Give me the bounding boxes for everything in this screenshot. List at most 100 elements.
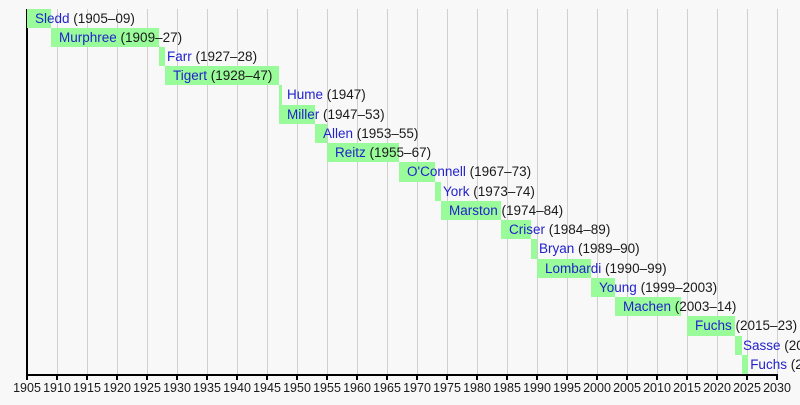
gridline-1915 <box>87 8 88 374</box>
person-link[interactable]: Allen <box>323 125 354 141</box>
y-axis-line <box>26 8 28 374</box>
axis-tick-label: 1920 <box>103 380 131 395</box>
person-link[interactable]: Reitz <box>335 145 366 161</box>
timeline-bar <box>159 46 165 67</box>
gridline-1925 <box>147 8 148 374</box>
gridline-1975 <box>447 8 448 374</box>
axis-tick-label: 1960 <box>343 380 371 395</box>
gridline-1945 <box>267 8 268 374</box>
gridline-1990 <box>537 8 538 374</box>
tenure-years: (1974–84) <box>501 202 564 218</box>
timeline-row-label: Fuchs (2024–25) <box>750 355 800 374</box>
axis-tick-1915 <box>86 374 88 380</box>
person-link[interactable]: Murphree <box>59 29 117 45</box>
timeline-bar <box>591 277 615 298</box>
axis-tick-label: 1970 <box>403 380 431 395</box>
axis-tick-1975 <box>446 374 448 380</box>
tenure-years: (1928–47) <box>210 68 273 84</box>
tenure-years: (1967–73) <box>469 164 532 180</box>
axis-tick-label: 1950 <box>283 380 311 395</box>
person-link[interactable]: Lombardi <box>545 260 602 276</box>
person-link[interactable]: Machen <box>623 299 672 315</box>
person-link[interactable]: Sledd <box>35 10 70 26</box>
axis-tick-label: 1975 <box>433 380 461 395</box>
axis-tick-label: 1955 <box>313 380 341 395</box>
timeline-row-label: Sasse (2023–24) <box>743 336 800 355</box>
person-link[interactable]: Marston <box>449 202 498 218</box>
gridline-2025 <box>747 8 748 374</box>
timeline-row-label: Miller (1947–53) <box>287 105 385 124</box>
timeline-bar <box>279 85 282 105</box>
axis-tick-label: 1915 <box>73 380 101 395</box>
person-link[interactable]: Bryan <box>539 241 575 257</box>
timeline-row-label: O'Connell (1967–73) <box>407 162 531 181</box>
timeline-bar <box>537 258 591 278</box>
axis-tick-1910 <box>56 374 58 380</box>
axis-tick-1990 <box>536 374 538 380</box>
tenure-years: (1984–89) <box>548 222 611 238</box>
axis-tick-label: 1985 <box>493 380 521 395</box>
axis-tick-1905 <box>26 374 28 380</box>
timeline-row-label: Tigert (1928–47) <box>173 66 272 85</box>
person-link[interactable]: Fuchs <box>750 356 787 372</box>
tenure-years: (1989–90) <box>578 241 640 257</box>
timeline-row-label: Bryan (1989–90) <box>539 239 640 258</box>
axis-tick-2030 <box>776 374 778 380</box>
person-link[interactable]: O'Connell <box>407 164 466 180</box>
tenure-years: (1955–67) <box>369 145 432 161</box>
axis-tick-1980 <box>476 374 478 380</box>
axis-tick-1985 <box>506 374 508 380</box>
timeline-row-label: Sledd (1905–09) <box>35 9 135 28</box>
axis-tick-1925 <box>146 374 148 380</box>
x-axis-line <box>26 374 778 376</box>
axis-tick-label: 2020 <box>703 380 731 395</box>
axis-tick-label: 2030 <box>763 380 791 395</box>
axis-tick-label: 2010 <box>643 380 671 395</box>
gridline-1965 <box>387 8 388 374</box>
axis-tick-1935 <box>206 374 208 380</box>
gridline-1940 <box>237 8 238 374</box>
timeline-bar <box>165 66 279 86</box>
axis-tick-1940 <box>236 374 238 380</box>
person-link[interactable]: York <box>443 183 470 199</box>
tenure-years: (1973–74) <box>473 183 535 199</box>
axis-tick-1960 <box>356 374 358 380</box>
axis-tick-label: 2000 <box>583 380 611 395</box>
tenure-years: (1927–28) <box>195 48 258 64</box>
tenure-years: (2015–23) <box>735 318 798 334</box>
gridline-2000 <box>597 8 598 374</box>
axis-tick-label: 1910 <box>43 380 71 395</box>
timeline-row-label: Young (1999–2003) <box>599 278 717 297</box>
gridline-2010 <box>657 8 658 374</box>
person-link[interactable]: Fuchs <box>695 318 732 334</box>
tenure-years: (1905–09) <box>73 10 135 26</box>
person-link[interactable]: Young <box>599 279 637 295</box>
timeline-bar <box>742 354 749 374</box>
gridline-2005 <box>627 8 628 374</box>
person-link[interactable]: Farr <box>167 48 192 64</box>
axis-tick-2025 <box>746 374 748 380</box>
person-link[interactable]: Tigert <box>173 68 208 84</box>
gridline-1930 <box>177 8 178 374</box>
axis-tick-1955 <box>326 374 328 380</box>
axis-tick-label: 1965 <box>373 380 401 395</box>
axis-tick-label: 2005 <box>613 380 641 395</box>
axis-tick-1920 <box>116 374 118 380</box>
person-link[interactable]: Criser <box>509 222 545 238</box>
gridline-1955 <box>327 8 328 374</box>
tenure-years: (1990–99) <box>605 260 667 276</box>
timeline-bar <box>279 104 315 124</box>
timeline-bar <box>735 335 743 355</box>
timeline-bar <box>501 220 531 240</box>
gridline-1960 <box>357 8 358 374</box>
timeline-row-label: Reitz (1955–67) <box>335 143 431 162</box>
person-link[interactable]: Hume <box>287 87 324 103</box>
axis-tick-label: 1940 <box>223 380 251 395</box>
person-link[interactable]: Miller <box>287 106 320 122</box>
timeline-bar <box>687 316 735 336</box>
axis-tick-1970 <box>416 374 418 380</box>
timeline-bar <box>51 27 159 47</box>
timeline-row-label: Fuchs (2015–23) <box>695 316 797 335</box>
person-link[interactable]: Sasse <box>743 337 781 353</box>
timeline-row-label: Marston (1974–84) <box>449 201 563 220</box>
